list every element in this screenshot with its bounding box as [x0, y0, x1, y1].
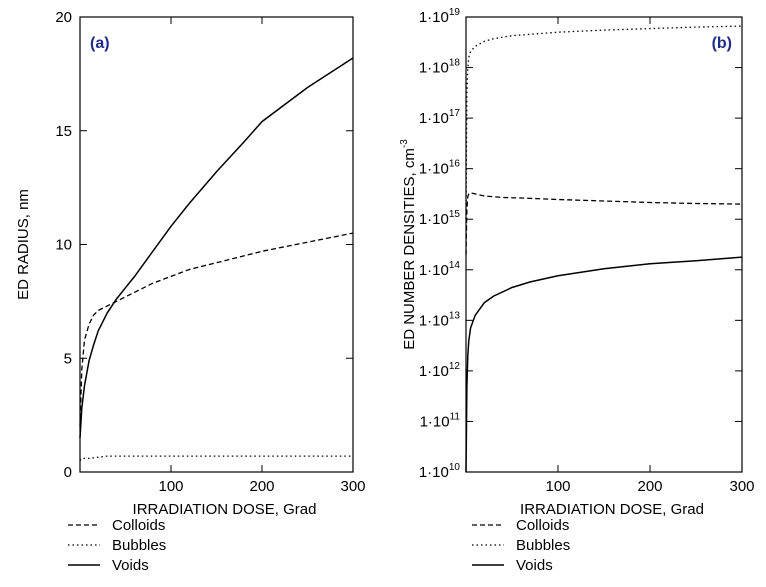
series-bubbles-line [79, 455, 353, 462]
series-voids-line [465, 256, 743, 473]
legend-label-bubbles: Bubbles [112, 537, 166, 554]
series-bubbles-line [465, 25, 743, 220]
legend-label-bubbles: Bubbles [516, 537, 570, 554]
y-tick-label: 1·1011 [420, 411, 461, 430]
y-tick-label: 1·1016 [419, 159, 461, 178]
y-tick-label: 1·1015 [419, 209, 461, 228]
x-tick-label: 200 [637, 478, 662, 495]
x-tick-label: 100 [545, 478, 570, 495]
series-colloids-line [79, 232, 354, 427]
series-voids-line [79, 57, 354, 438]
y-tick-label: 1·1013 [419, 310, 461, 329]
legend-label-colloids: Colloids [112, 517, 165, 534]
series-colloids-line [465, 192, 743, 255]
x-axis-label: IRRADIATION DOSE, Grad [133, 501, 317, 518]
y-tick-label: 10 [55, 237, 72, 254]
y-axis-label: ED RADIUS, nm [15, 189, 32, 300]
legend-label-colloids: Colloids [516, 517, 569, 534]
panel-b: 100 200 300 1·1010 1·1011 1·1012 1·1013 1·1014 1… [399, 7, 755, 574]
y-tick-label: 1·1012 [419, 361, 461, 380]
y-tick-label: 0 [64, 464, 72, 481]
panel-label: (b) [712, 35, 732, 52]
x-tick-label: 300 [729, 478, 754, 495]
plot-frame [465, 16, 743, 473]
y-tick-label: 1·1018 [419, 58, 461, 77]
y-tick-label: 1·1010 [419, 462, 461, 481]
x-tick-label: 100 [158, 478, 183, 495]
x-tick-label: 200 [249, 478, 274, 495]
panel-a: 100 200 300 0 5 10 15 20 IRRADIATION DOSE, Grad E… [15, 9, 366, 574]
legend-label-voids: Voids [516, 557, 553, 574]
x-tick-label: 300 [340, 478, 365, 495]
y-tick-label: 20 [55, 9, 72, 26]
y-tick-label: 1·1017 [419, 108, 461, 127]
x-axis-label: IRRADIATION DOSE, Grad [520, 501, 704, 518]
y-tick-label: 5 [64, 350, 72, 367]
panel-label: (a) [90, 35, 110, 52]
y-tick-label: 15 [55, 123, 72, 140]
y-tick-label: 1·1014 [419, 260, 461, 279]
y-tick-label: 1·1019 [419, 7, 461, 26]
legend-label-voids: Voids [112, 557, 149, 574]
y-axis-label: ED NUMBER DENSITIES, cm-3 [399, 139, 418, 350]
